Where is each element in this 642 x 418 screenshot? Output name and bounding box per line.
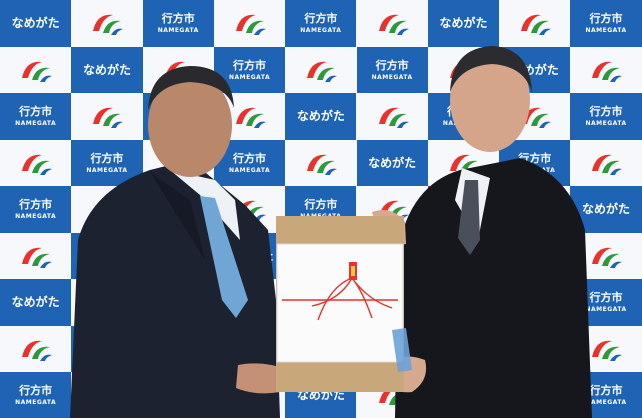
backdrop-tile-city: 行方市 NAMEGATA (142, 0, 214, 47)
backdrop-city-text: 行方市 (304, 12, 338, 25)
backdrop-kana-text: なめがた (296, 109, 345, 123)
backdrop-tile-kana: なめがた (0, 279, 72, 326)
backdrop-tile-city: 行方市 NAMEGATA (0, 186, 72, 233)
backdrop-roman-text: NAMEGATA (585, 399, 627, 406)
backdrop-roman-text: NAMEGATA (585, 306, 627, 313)
backdrop-city-text: 行方市 (19, 384, 53, 397)
right-man-hair (450, 46, 532, 92)
city-logo-icon (307, 61, 338, 82)
backdrop-city-text: 行方市 (233, 151, 267, 165)
backdrop-tile-logo (0, 325, 72, 372)
backdrop-roman-text: NAMEGATA (228, 166, 271, 174)
backdrop-tile-kana: なめがた (285, 93, 357, 140)
left-man-shirt (170, 170, 240, 240)
backdrop-tile-logo (356, 93, 428, 140)
backdrop-roman-text: NAMEGATA (371, 73, 413, 81)
backdrop-tile-city: 行方市 NAMEGATA (285, 0, 357, 47)
backdrop-city-text: 行方市 (589, 291, 623, 304)
backdrop-tile-city: 行方市 NAMEGATA (570, 93, 642, 140)
pens (392, 328, 412, 372)
backdrop-roman-text: NAMEGATA (228, 73, 271, 81)
backdrop-city-text: 行方市 (589, 12, 623, 25)
backdrop-roman-text: NAMEGATA (300, 27, 342, 34)
backdrop-tile-logo (285, 46, 357, 93)
noshi-paper (276, 243, 404, 363)
backdrop-city-text: 行方市 (161, 12, 195, 25)
noshi-ornament-inner (351, 266, 355, 276)
backdrop-tile-logo (0, 46, 72, 93)
right-man-head (450, 48, 530, 152)
left-man-tie (200, 196, 248, 318)
city-logo-icon (235, 107, 266, 128)
gift-box (276, 216, 412, 392)
backdrop-kana-text: なめがた (439, 16, 488, 30)
backdrop-city-text: 行方市 (19, 105, 53, 118)
left-man-head (148, 73, 232, 177)
city-logo-icon (592, 61, 623, 82)
backdrop-roman-text: NAMEGATA (15, 120, 57, 127)
city-logo-icon (93, 107, 124, 128)
backdrop-tile-logo (499, 0, 571, 47)
city-logo-icon (307, 154, 338, 175)
left-man-lapel-left (150, 172, 205, 260)
backdrop-roman-text: NAMEGATA (585, 120, 627, 127)
backdrop-tile-kana: なめがた (356, 139, 428, 186)
backdrop-city-text: 行方市 (90, 151, 124, 165)
city-logo-icon (521, 14, 552, 35)
backdrop-city-text: 行方市 (375, 58, 409, 72)
backdrop-kana-text: なめがた (368, 155, 417, 170)
backdrop-tile-logo (285, 139, 357, 186)
backdrop-tile-logo (71, 93, 143, 140)
right-man-suit (395, 158, 592, 418)
left-man-hair (148, 66, 234, 110)
backdrop-tile-logo (71, 0, 143, 47)
backdrop-kana-text: なめがた (11, 16, 60, 30)
backdrop-tile-city: 行方市 NAMEGATA (0, 372, 72, 418)
backdrop-tile-logo (0, 139, 72, 186)
backdrop-city-text: 行方市 (589, 105, 623, 118)
backdrop-kana-text: なめがた (82, 62, 131, 77)
left-man (70, 66, 294, 418)
backdrop-tile-city: 行方市 NAMEGATA (570, 0, 642, 47)
backdrop-tile-kana: なめがた (0, 0, 72, 47)
backdrop-tile-logo (570, 139, 642, 186)
backdrop-tile-logo (356, 0, 428, 47)
backdrop-city-text: 行方市 (589, 384, 623, 397)
mizuhiki-knot (311, 277, 393, 321)
backdrop-city-text: 行方市 (304, 198, 338, 211)
city-logo-icon (22, 247, 52, 268)
backdrop-roman-text: NAMEGATA (585, 27, 627, 34)
city-logo-icon (592, 154, 623, 175)
backdrop-tile-logo (213, 0, 286, 47)
city-logo-icon (378, 107, 409, 128)
city-logo-icon (93, 14, 124, 35)
city-logo-icon (22, 61, 52, 82)
backdrop-roman-text: NAMEGATA (15, 213, 57, 220)
backdrop-roman-text: NAMEGATA (15, 399, 57, 406)
backdrop-tile-kana: なめがた (427, 0, 500, 47)
backdrop-kana-text: なめがた (582, 202, 631, 216)
backdrop-tile-logo (0, 232, 72, 279)
city-logo-icon (22, 154, 52, 175)
right-man-tie (458, 180, 480, 255)
city-logo-icon (592, 340, 623, 361)
backdrop-city-text: 行方市 (19, 198, 53, 211)
backdrop-tile-city: 行方市 NAMEGATA (0, 93, 72, 140)
city-logo-icon (592, 247, 623, 268)
backdrop-tile-logo (570, 46, 642, 93)
city-logo-icon (378, 14, 409, 35)
backdrop-kana-text: なめがた (11, 295, 60, 309)
city-logo-icon (235, 14, 266, 35)
backdrop-roman-text: NAMEGATA (157, 27, 199, 34)
backdrop-roman-text: NAMEGATA (86, 166, 128, 174)
backdrop-city-text: 行方市 (233, 58, 267, 72)
backdrop-tile-kana: なめがた (71, 46, 143, 93)
city-logo-icon (22, 340, 52, 361)
